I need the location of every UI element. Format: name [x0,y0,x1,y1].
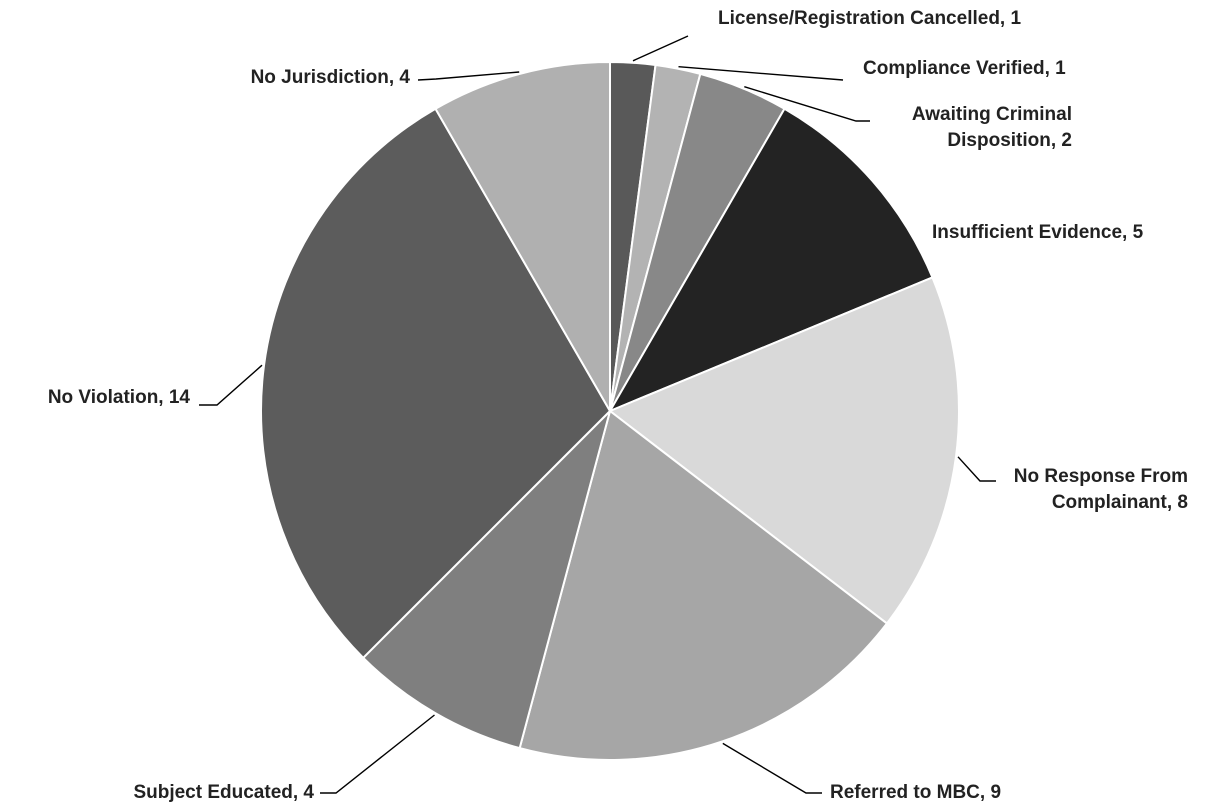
slice-label-line: Disposition, 2 [947,130,1072,151]
leader-lines [199,35,996,794]
slice-label-line: Awaiting Criminal [912,104,1072,125]
pie-slice [609,107,934,412]
pie-slice [362,410,611,750]
slice-label: Insufficient Evidence, 5 [932,222,1144,243]
slice-label-line: Referred to MBC, 9 [830,782,1001,803]
slice-label: License/Registration Cancelled, 1 [718,8,1021,29]
pie-slice [518,410,888,762]
leader-line [957,456,996,482]
pie-slices [260,61,960,762]
leader-line [632,35,689,62]
leader-line [417,71,520,81]
slice-label-line: License/Registration Cancelled, 1 [718,8,1021,29]
leader-line [199,364,263,406]
pie-slice [260,107,611,659]
slice-label-line: Insufficient Evidence, 5 [932,222,1144,243]
slice-label-line: Compliance Verified, 1 [863,58,1066,79]
slice-label-line: No Response From [1014,466,1188,487]
slice-label-line: No Violation, 14 [48,387,191,408]
slice-label: Awaiting Criminal Disposition, 2 [912,104,1072,151]
slice-label-line: Subject Educated, 4 [133,782,314,803]
pie-slice [609,276,960,625]
leader-line [320,714,435,794]
pie-slice [434,61,611,412]
slice-label: No Violation, 14 [48,387,191,408]
slice-label: Referred to MBC, 9 [830,782,1001,803]
slice-label-line: Complainant, 8 [1052,492,1188,513]
slice-label: No Response From Complainant, 8 [1014,466,1188,513]
slice-label-line: No Jurisdiction, 4 [251,67,411,88]
slice-label: Subject Educated, 4 [133,782,314,803]
slice-label: Compliance Verified, 1 [863,58,1066,79]
leader-line [722,742,822,794]
slice-labels: License/Registration Cancelled, 1 Complia… [48,8,1188,803]
leader-line [744,86,870,122]
leader-line [678,66,844,81]
slice-label: No Jurisdiction, 4 [251,67,411,88]
